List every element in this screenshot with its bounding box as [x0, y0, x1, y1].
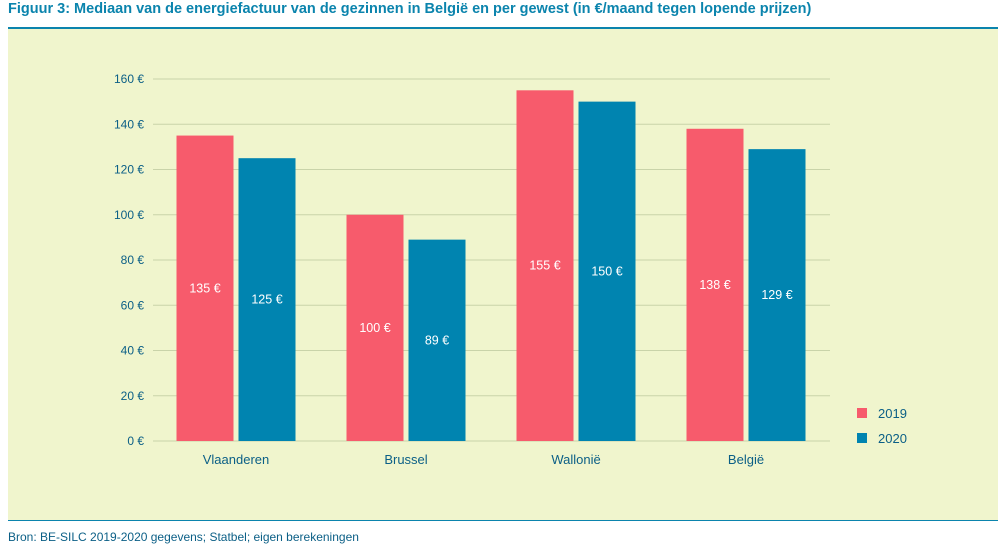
chart-panel — [8, 29, 998, 520]
legend-label: 2019 — [878, 406, 907, 421]
x-category-label: Vlaanderen — [203, 452, 270, 467]
y-tick-label: 100 € — [114, 208, 144, 222]
bar-value-label: 138 € — [699, 278, 730, 292]
bar-value-label: 125 € — [251, 293, 282, 307]
x-category-label: Wallonië — [551, 452, 600, 467]
y-tick-label: 160 € — [114, 72, 144, 86]
bar-2019 — [346, 214, 404, 441]
bar-2019 — [176, 135, 234, 441]
y-tick-label: 80 € — [121, 253, 145, 267]
bar-value-label: 150 € — [591, 264, 622, 278]
figure-title: Figuur 3: Mediaan van de energiefactuur … — [8, 1, 812, 17]
bar-2020 — [578, 101, 636, 441]
legend-swatch-2020 — [857, 433, 867, 443]
y-tick-label: 120 € — [114, 163, 144, 177]
x-category-label: Brussel — [384, 452, 427, 467]
source-note: Bron: BE-SILC 2019-2020 gegevens; Statbe… — [8, 530, 359, 544]
bar-2020 — [408, 239, 466, 441]
bar-2020 — [748, 149, 806, 441]
bar-2020 — [238, 158, 296, 441]
y-tick-label: 140 € — [114, 117, 144, 131]
bar-value-label: 100 € — [359, 321, 390, 335]
y-tick-label: 60 € — [121, 298, 145, 312]
bar-value-label: 129 € — [761, 288, 792, 302]
source-divider — [8, 520, 998, 521]
bar-value-label: 155 € — [529, 259, 560, 273]
legend-label: 2020 — [878, 431, 907, 446]
legend-swatch-2019 — [857, 408, 867, 418]
y-tick-label: 20 € — [121, 389, 145, 403]
x-category-label: België — [728, 452, 764, 467]
title-divider — [8, 27, 998, 29]
bar-2019 — [686, 128, 744, 441]
bar-value-label: 89 € — [425, 333, 449, 347]
bar-value-label: 135 € — [189, 281, 220, 295]
bar-2019 — [516, 90, 574, 441]
y-tick-label: 40 € — [121, 344, 145, 358]
y-tick-label: 0 € — [127, 434, 144, 448]
